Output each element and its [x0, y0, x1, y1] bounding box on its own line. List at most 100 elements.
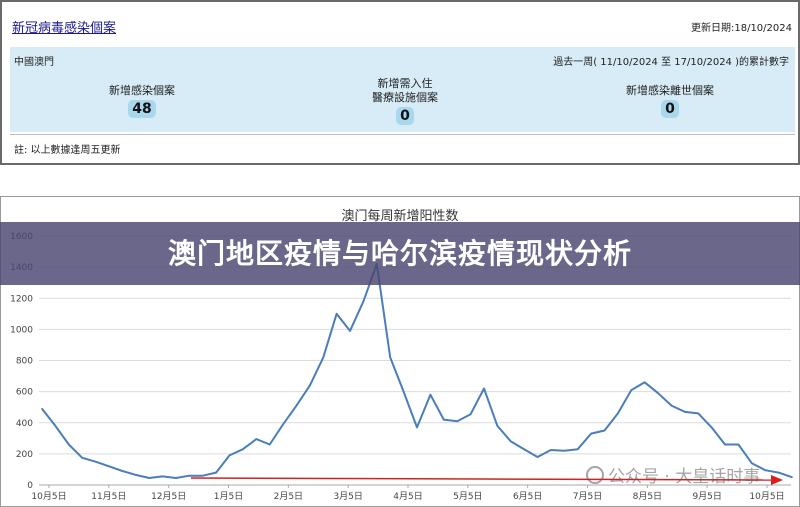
data-point [603, 429, 606, 432]
data-point [496, 425, 499, 427]
data-point [148, 477, 150, 479]
data-point [41, 407, 43, 410]
data-point [242, 448, 244, 451]
data-point [416, 426, 418, 429]
y-tick-label: 600 [16, 388, 33, 398]
data-point [161, 475, 164, 478]
data-point [764, 469, 767, 472]
data-point [684, 411, 686, 413]
title-banner: 澳门地区疫情与哈尔滨疫情现状分析 [0, 222, 800, 285]
data-point [590, 432, 592, 435]
data-point [724, 443, 726, 446]
data-point [255, 438, 258, 440]
data-point [777, 471, 780, 474]
update-note: 註: 以上數據逢周五更新 [14, 145, 121, 156]
data-point [362, 300, 365, 303]
banner-title: 澳门地区疫情与哈尔滨疫情现状分析 [167, 237, 632, 270]
stat-label-line2: 醫療設施個案 [372, 91, 438, 104]
watermark: 公众号 · 大皇话时事 [586, 462, 760, 487]
data-point [576, 448, 579, 451]
data-point [67, 443, 70, 446]
y-tick-label: 800 [16, 357, 33, 367]
period-label: 過去一周( 11/10/2024 至 17/10/2024 )的累計數字 [553, 57, 789, 68]
data-point [402, 390, 405, 393]
panel-title-link[interactable]: 新冠病毒感染個案 [12, 21, 117, 36]
stat-label-line1: 新增需入住 [377, 77, 433, 90]
x-tick-label: 4月5日 [393, 491, 422, 502]
divider [10, 134, 795, 135]
panel-header: 新冠病毒感染個案 更新日期:18/10/2024 [2, 2, 798, 46]
data-point [791, 476, 793, 479]
watermark-text: 公众号 · 大皇话时事 [608, 467, 761, 487]
x-tick-label: 8月5日 [633, 491, 662, 502]
data-point [389, 356, 392, 359]
stat-value: 48 [128, 100, 156, 118]
update-date: 更新日期:18/10/2024 [690, 23, 792, 34]
stat-new-cases: 新增感染個案 48 [80, 84, 204, 118]
x-tick-label: 5月5日 [453, 491, 482, 502]
trend-arrow-head [771, 475, 783, 485]
data-point [657, 392, 659, 394]
data-point [456, 420, 458, 422]
data-point [108, 465, 110, 468]
data-point [536, 456, 539, 458]
data-point [670, 404, 673, 407]
data-point [643, 381, 646, 384]
data-point [201, 474, 204, 477]
data-point [710, 426, 713, 429]
data-point [322, 356, 325, 359]
region-label: 中國澳門 [14, 57, 54, 68]
data-point [697, 412, 700, 415]
chart-title: 澳门每周新增阳性数 [341, 209, 459, 224]
data-point [282, 423, 284, 426]
data-point [335, 313, 338, 315]
y-tick-label: 1200 [10, 294, 33, 304]
stat-value: 0 [661, 100, 679, 118]
data-point [268, 443, 271, 446]
data-point [563, 449, 566, 452]
stat-label: 新增感染離世個案 [626, 84, 714, 97]
data-point [469, 413, 472, 415]
data-point [429, 393, 432, 396]
data-point [121, 470, 124, 472]
data-point [349, 330, 351, 332]
data-point [617, 412, 619, 415]
data-point [94, 460, 97, 463]
data-point [54, 425, 57, 427]
data-point [630, 389, 633, 391]
trend-arrow-line [190, 477, 772, 481]
x-tick-label: 3月5日 [333, 491, 362, 502]
x-tick-label: 1月5日 [214, 491, 243, 502]
data-point [483, 387, 485, 390]
covid-cases-panel: 新冠病毒感染個案 更新日期:18/10/2024 中國澳門 過去一周( 11/1… [0, 0, 800, 165]
y-tick-label: 1000 [10, 325, 33, 335]
x-tick-label: 9月5日 [692, 491, 721, 502]
series-line [41, 263, 793, 479]
stat-hospitalized: 新增需入住 醫療設施個案 0 [340, 77, 470, 125]
wechat-icon [586, 466, 604, 484]
stat-deaths: 新增感染離世個案 0 [600, 84, 740, 118]
x-tick-label: 12月5日 [151, 491, 186, 502]
data-point [188, 474, 191, 477]
data-point [228, 454, 231, 457]
data-point [509, 440, 512, 443]
data-point [523, 448, 525, 451]
data-point [295, 404, 298, 407]
x-tick-label: 11月5日 [91, 491, 126, 502]
data-point [309, 384, 311, 387]
data-point [81, 456, 83, 459]
weekly-stats-box: 中國澳門 過去一周( 11/10/2024 至 17/10/2024 )的累計數… [10, 47, 795, 132]
stat-value: 0 [396, 107, 414, 125]
data-point [215, 471, 217, 474]
x-tick-label: 7月5日 [573, 491, 602, 502]
data-point [134, 474, 137, 476]
stat-label: 新增感染個案 [109, 84, 175, 97]
data-point [751, 462, 753, 465]
data-point [442, 418, 445, 421]
data-point [175, 477, 177, 479]
data-point [550, 449, 552, 451]
x-tick-label: 10月5日 [749, 491, 784, 502]
x-tick-label: 10月5日 [31, 491, 66, 502]
y-tick-label: 200 [16, 450, 33, 460]
data-point [737, 443, 740, 446]
